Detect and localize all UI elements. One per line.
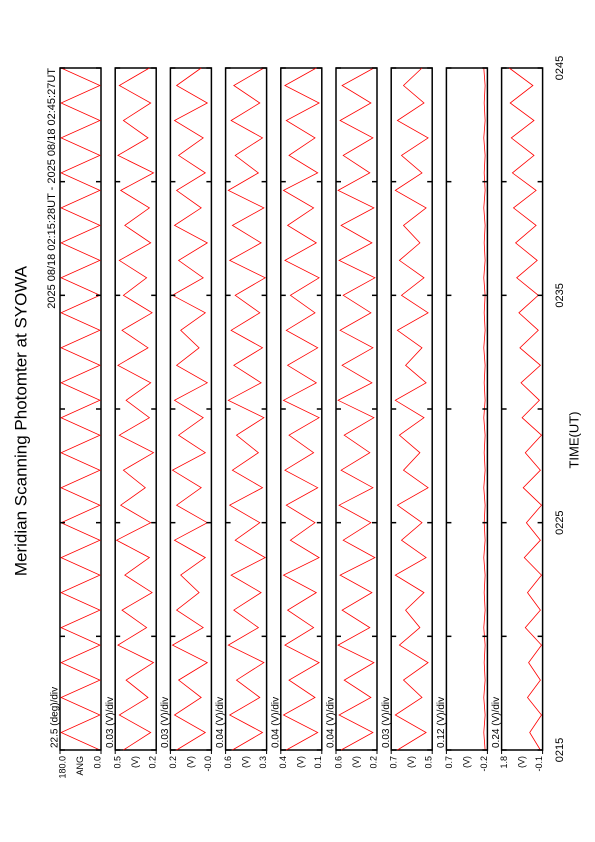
y-axis-label: (V): [296, 756, 306, 768]
x-tick-label: 0235: [554, 283, 566, 307]
y-axis-label: (V): [130, 756, 140, 768]
y-tick-label: -0.1: [534, 756, 544, 772]
trace: [337, 67, 376, 751]
y-tick-label: 180.0: [57, 756, 67, 779]
y-axis-label: (V): [461, 756, 471, 768]
scale-label: 0.03 (V)/div: [105, 697, 116, 748]
trace: [508, 67, 543, 751]
panel-frame: [390, 67, 433, 751]
x-tick-label: 0225: [554, 510, 566, 534]
y-axis-label: ANG: [75, 756, 85, 776]
scale-label: 22.5 (deg)/div: [50, 687, 61, 748]
y-tick-label: 1.8: [499, 756, 509, 769]
rotated-plot: Meridian Scanning Photomter at SYOWA 202…: [11, 56, 581, 779]
panel-frame: [500, 67, 544, 751]
scale-label: 0.03 (V)/div: [381, 697, 392, 748]
y-tick-label: 0.7: [389, 756, 399, 769]
y-tick-label: 0.0: [92, 756, 102, 769]
trace: [171, 67, 209, 751]
x-tick-label: 0245: [554, 56, 566, 80]
scale-label: 0.04 (V)/div: [215, 697, 226, 748]
y-tick-label: 0.5: [424, 756, 434, 769]
y-tick-label: 0.2: [368, 756, 378, 769]
y-tick-label: 0.2: [148, 756, 158, 769]
y-axis-label: (V): [516, 756, 526, 768]
panel-frame: [445, 67, 489, 751]
scale-label: 0.03 (V)/div: [160, 697, 171, 748]
y-axis-label: (V): [240, 756, 250, 768]
trace: [60, 67, 101, 751]
chart-title: Meridian Scanning Photomter at SYOWA: [11, 265, 30, 576]
y-tick-label: 0.6: [333, 756, 343, 769]
y-axis-label: (V): [351, 756, 361, 768]
panel-frame: [114, 67, 157, 751]
trace: [394, 67, 429, 751]
panel-frame: [169, 67, 213, 751]
subtitle: 2025 08/18 02:15:28UT - 2025 08/18 02:45…: [46, 68, 58, 309]
y-tick-label: 0.7: [444, 756, 454, 769]
y-tick-label: 0.3: [258, 756, 268, 769]
y-tick-label: 0.5: [113, 756, 123, 769]
y-tick-label: 0.6: [223, 756, 233, 769]
scale-label: 0.04 (V)/div: [270, 697, 281, 748]
y-tick-label: -0.2: [479, 756, 489, 772]
y-axis-label: (V): [406, 756, 416, 768]
y-tick-label: -0.0: [203, 756, 213, 772]
scale-label: 0.24 (V)/div: [491, 697, 502, 748]
y-tick-label: 0.1: [313, 756, 323, 769]
scale-label: 0.04 (V)/div: [326, 697, 337, 748]
x-axis-label: TIME(UT): [566, 411, 581, 468]
trace: [282, 67, 320, 751]
trace: [115, 67, 155, 751]
scale-label: 0.12 (V)/div: [436, 697, 447, 748]
y-tick-label: 0.2: [168, 756, 178, 769]
trace: [227, 67, 267, 751]
y-axis-label: (V): [185, 756, 195, 768]
x-tick-label: 0215: [554, 738, 566, 762]
y-tick-label: 0.4: [278, 756, 288, 769]
